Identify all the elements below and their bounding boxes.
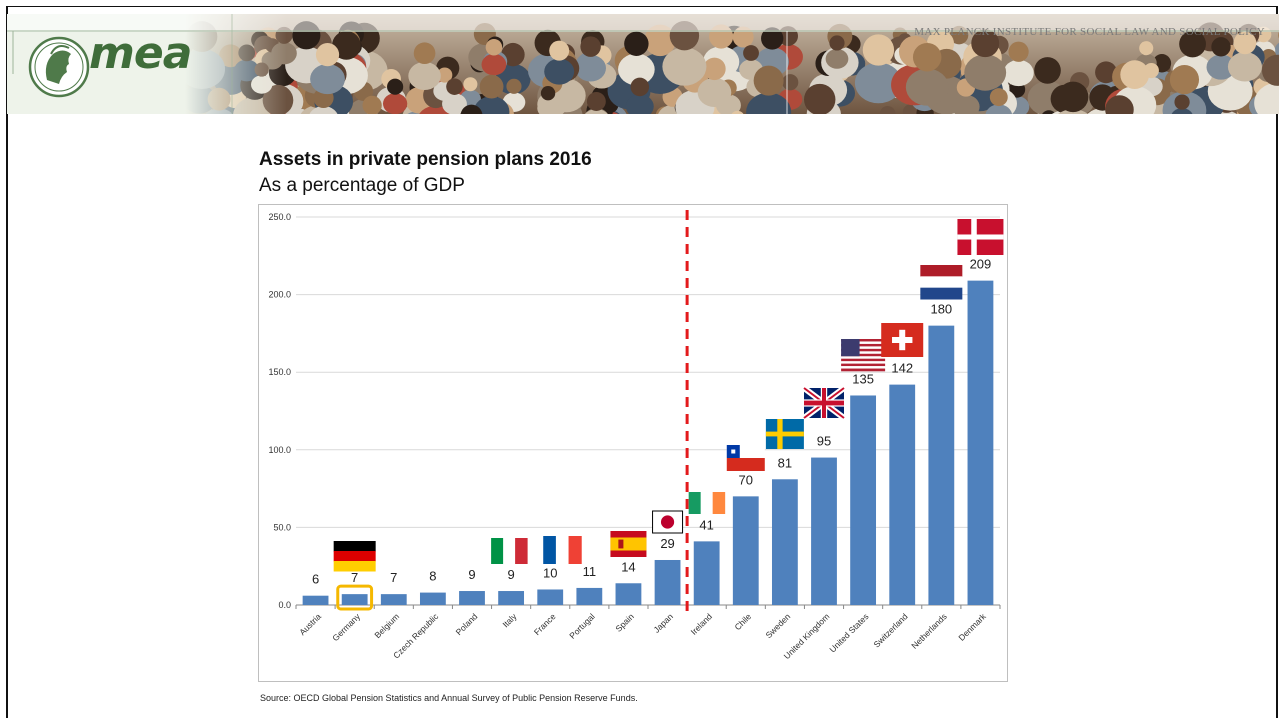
data-label: 6: [312, 572, 319, 587]
x-tick-label: Netherlands: [909, 611, 948, 650]
x-tick-label: Germany: [330, 611, 362, 643]
bar-chile: [732, 496, 759, 605]
bar-denmark: [967, 280, 994, 605]
x-tick-label: Austria: [297, 611, 323, 637]
y-tick-label: 100.0: [268, 445, 291, 455]
bar-united-states: [850, 395, 877, 605]
minerva-logo-icon: [28, 36, 90, 98]
institute-name: MAX PLANCK INSTITUTE FOR SOCIAL LAW AND …: [914, 26, 1265, 38]
x-tick-label: Chile: [732, 611, 753, 632]
data-label: 70: [739, 472, 753, 487]
flag-ireland-icon: [688, 492, 726, 514]
flag-germany-icon: [333, 541, 376, 572]
flag-united-states-icon: [841, 339, 886, 372]
data-label: 10: [543, 565, 557, 580]
flag-france-icon: [543, 536, 582, 564]
data-label: 8: [429, 569, 436, 584]
x-tick-label: Ireland: [689, 611, 715, 637]
flag-denmark-icon: [957, 219, 1004, 255]
x-tick-label: United States: [827, 611, 870, 654]
highlight-box: [336, 584, 374, 611]
data-label: 14: [621, 559, 635, 574]
x-tick-label: Poland: [454, 611, 480, 637]
bar-switzerland: [889, 384, 916, 605]
y-tick-label: 0.0: [278, 600, 291, 610]
y-tick-label: 50.0: [273, 522, 291, 532]
header-banner: mea MAX PLANCK INSTITUTE FOR SOCIAL LAW …: [7, 14, 1279, 114]
y-tick-label: 150.0: [268, 367, 291, 377]
bar-france: [537, 589, 564, 605]
x-tick-label: France: [532, 611, 558, 637]
bar-belgium: [380, 594, 407, 605]
chart-frame: [258, 204, 1008, 682]
flag-sweden-icon: [765, 419, 804, 449]
data-label: 209: [970, 257, 992, 272]
chart-title: Assets in private pension plans 2016: [259, 149, 592, 170]
data-label: 142: [891, 361, 913, 376]
data-label: 7: [390, 570, 397, 585]
bar-germany: [341, 594, 368, 605]
flag-netherlands-icon: [920, 265, 963, 300]
x-tick-label: Belgium: [372, 611, 401, 640]
data-label: 41: [699, 517, 713, 532]
bar-netherlands: [928, 325, 955, 605]
x-tick-label: Portugal: [567, 611, 597, 641]
data-label: 81: [778, 455, 792, 470]
bar-portugal: [576, 587, 603, 605]
bar-ireland: [693, 541, 720, 605]
bar-spain: [615, 583, 642, 605]
bar-czech-republic: [419, 592, 446, 605]
x-tick-label: Italy: [500, 611, 519, 630]
data-label: 135: [852, 371, 874, 386]
bar-poland: [459, 591, 485, 605]
data-label: 29: [660, 536, 674, 551]
bar-austria: [302, 595, 329, 605]
data-label: 9: [468, 567, 475, 582]
source-note: Source: OECD Global Pension Statistics a…: [260, 693, 638, 703]
flag-switzerland-icon: [881, 323, 924, 357]
flag-chile-icon: [726, 445, 765, 471]
y-tick-label: 250.0: [268, 212, 291, 222]
x-tick-label: Switzerland: [871, 611, 909, 649]
flag-united-kingdom-icon: [802, 385, 846, 421]
x-tick-label: Denmark: [956, 611, 988, 643]
y-tick-label: 200.0: [268, 290, 291, 300]
bar-sweden: [771, 479, 798, 605]
chart-subtitle: As a percentage of GDP: [259, 175, 465, 196]
data-label: 11: [583, 564, 597, 579]
data-label: 9: [507, 567, 514, 582]
bar-italy: [498, 591, 525, 605]
x-tick-label: Japan: [652, 611, 676, 635]
crowd-banner-image: [7, 14, 1279, 114]
data-label: 7: [351, 570, 358, 585]
slide-frame: [6, 6, 1278, 718]
flag-spain-icon: [610, 531, 647, 557]
flag-italy-icon: [491, 538, 528, 564]
x-tick-label: Sweden: [764, 611, 793, 640]
bar-japan: [654, 559, 681, 605]
bar-united-kingdom: [811, 457, 837, 605]
x-tick-label: Spain: [613, 611, 636, 634]
data-label: 180: [930, 302, 952, 317]
data-label: 95: [817, 434, 831, 449]
flag-japan-icon: [652, 510, 684, 534]
mea-logo: mea: [89, 28, 192, 79]
